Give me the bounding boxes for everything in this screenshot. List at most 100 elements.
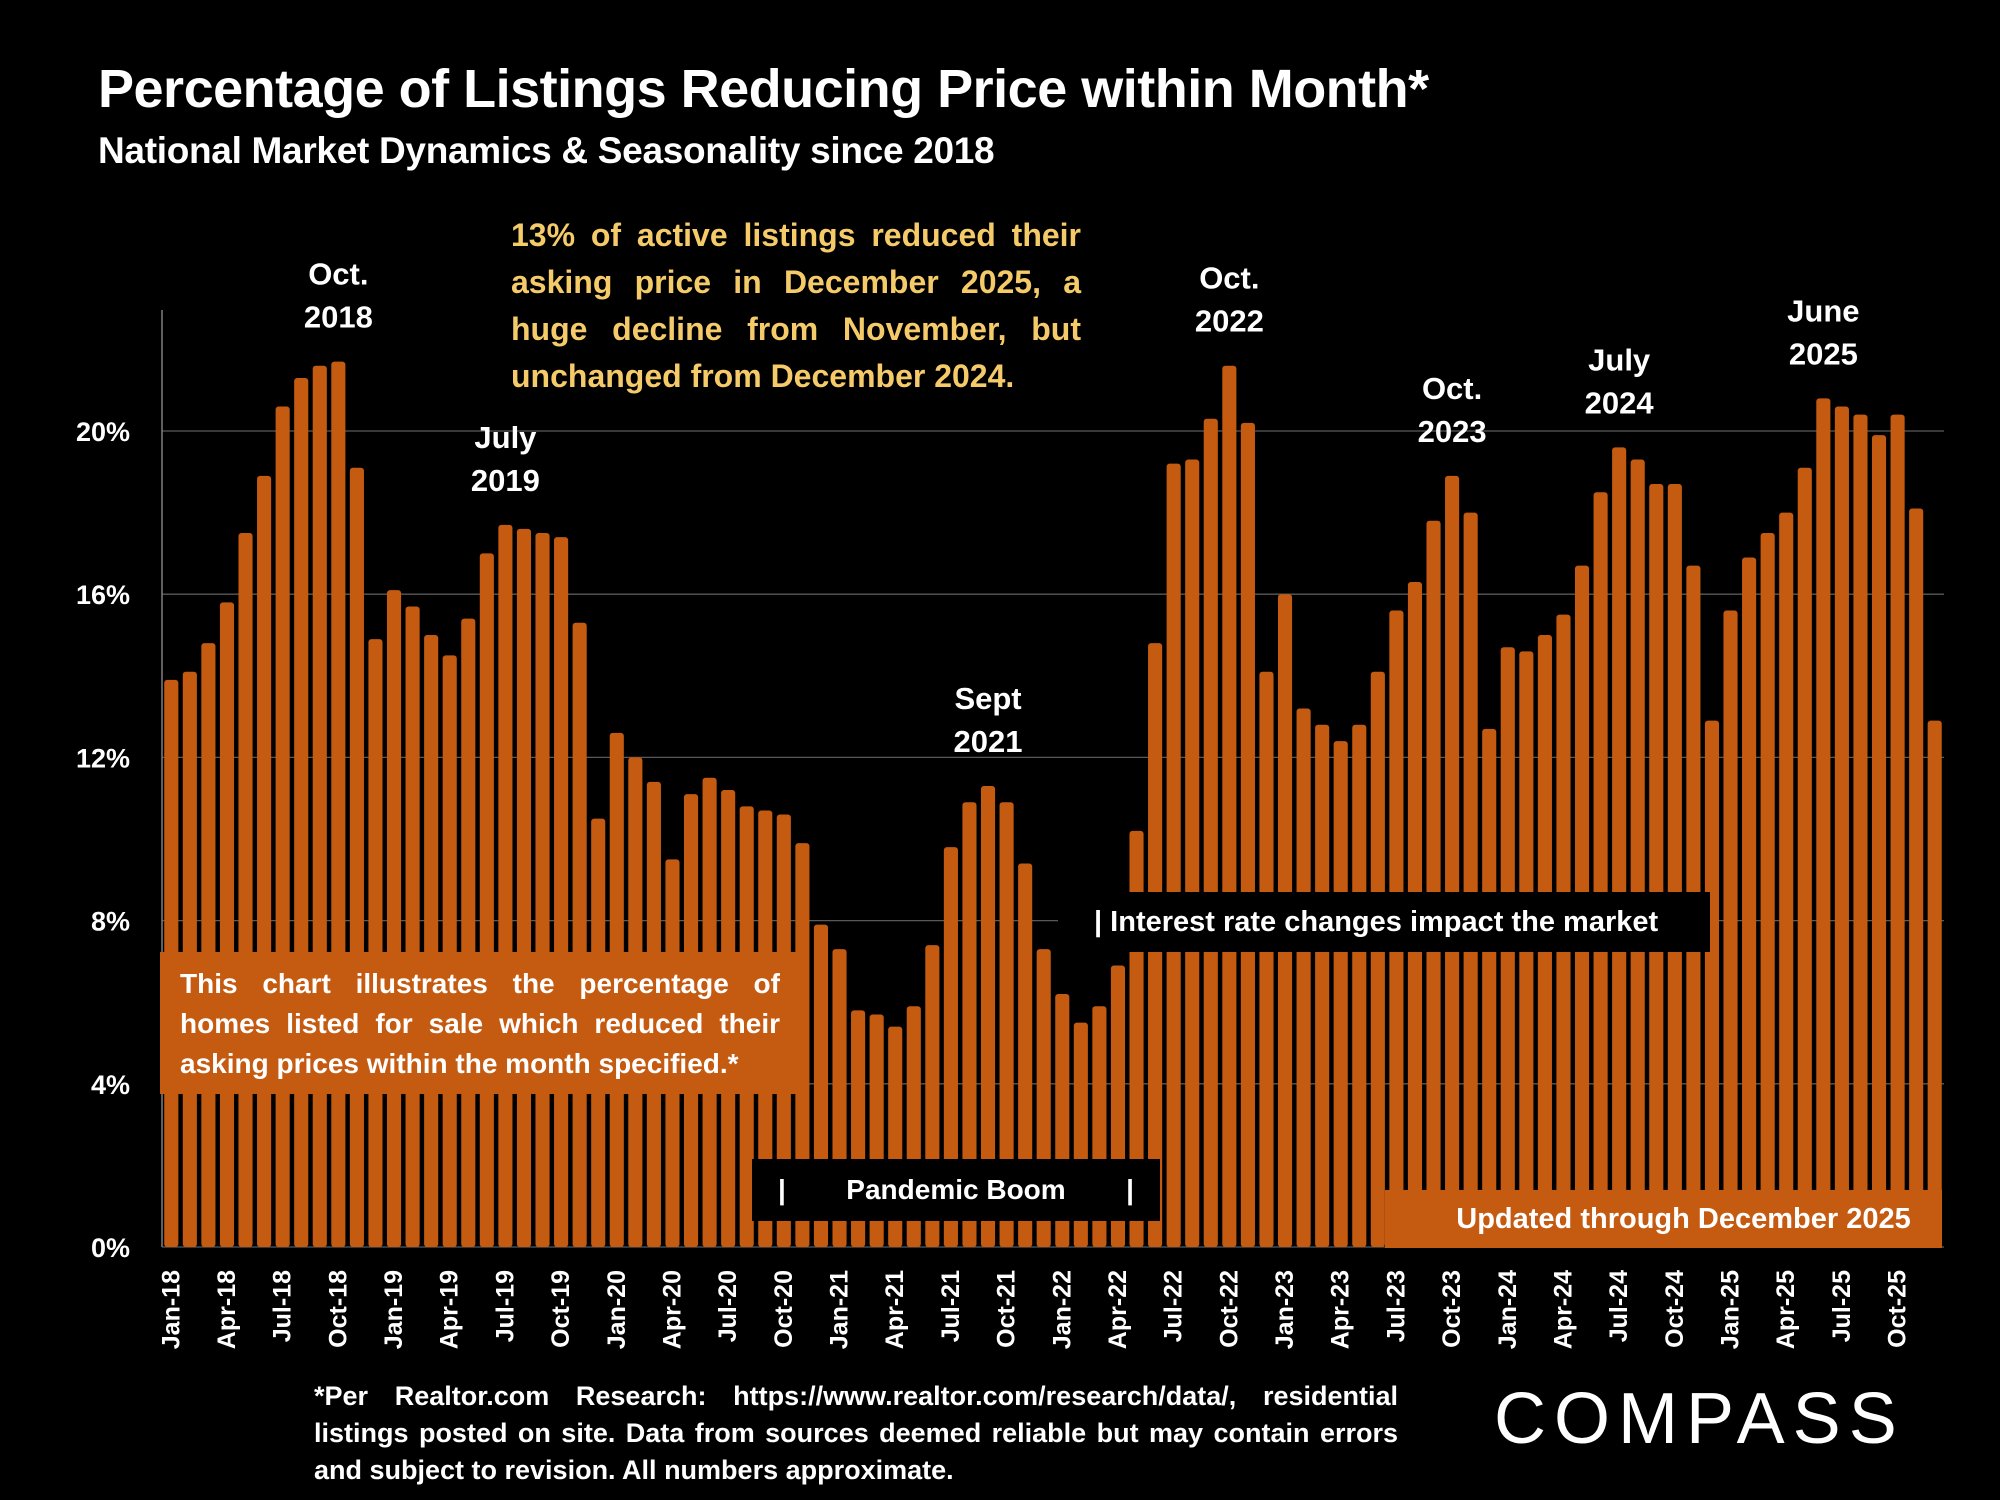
peak-annotation-month: July <box>1588 342 1651 377</box>
bar-Jun-19 <box>479 553 494 1247</box>
peak-annotation-month: Oct. <box>1199 261 1259 296</box>
bar-Nov-25 <box>1909 508 1924 1247</box>
bar-May-18 <box>238 533 253 1247</box>
x-tick-label: Apr-21 <box>881 1270 909 1349</box>
x-tick-label: Apr-23 <box>1327 1270 1355 1349</box>
chart-subtitle: National Market Dynamics & Seasonality s… <box>98 130 995 171</box>
bar-Feb-25 <box>1742 557 1757 1247</box>
bar-Oct-18 <box>331 361 346 1247</box>
x-tick-label: Jan-24 <box>1494 1270 1522 1349</box>
source-footnote: *Per Realtor.com Research: https://www.r… <box>314 1381 1398 1485</box>
x-tick-label: Jan-25 <box>1717 1270 1745 1349</box>
explanation-box: This chart illustrates the percentage of… <box>160 952 800 1094</box>
bar-Jun-18 <box>257 475 272 1247</box>
x-tick-label: Oct-18 <box>324 1270 352 1348</box>
bar-Dec-18 <box>368 639 383 1247</box>
x-tick-label: Oct-19 <box>547 1270 575 1348</box>
peak-annotation-year: 2023 <box>1418 414 1487 449</box>
bar-Jan-25 <box>1723 610 1738 1247</box>
x-tick-label: Apr-25 <box>1772 1270 1800 1349</box>
peak-annotation-month: July <box>474 420 537 455</box>
bar-Aug-24 <box>1630 459 1645 1247</box>
bar-Jul-21 <box>943 847 958 1247</box>
bar-Dec-24 <box>1704 720 1720 1247</box>
bar-Apr-23 <box>1333 741 1348 1247</box>
x-tick-label: Jul-23 <box>1382 1270 1410 1342</box>
y-tick-label: 0% <box>91 1233 130 1263</box>
bar-Aug-19 <box>516 528 532 1247</box>
pandemic-boom-label: | Pandemic Boom | <box>752 1159 1160 1221</box>
x-tick-label: Jan-23 <box>1271 1270 1299 1349</box>
y-tick-label: 16% <box>76 580 130 610</box>
x-tick-label: Jan-21 <box>826 1270 854 1349</box>
chart-title: Percentage of Listings Reducing Price wi… <box>98 59 1429 119</box>
bar-Feb-19 <box>405 606 420 1247</box>
y-axis-ticks: 0% 4% 8% 12% 16% 20% <box>76 417 130 1263</box>
bar-Dec-22 <box>1259 671 1274 1247</box>
summary-callout: 13% of active listings reduced their ask… <box>511 217 1081 394</box>
x-tick-label: Jan-20 <box>603 1270 631 1349</box>
bar-Jun-25 <box>1816 398 1831 1247</box>
peak-annotation-year: 2018 <box>304 300 373 335</box>
peak-annotation-year: 2024 <box>1585 385 1655 420</box>
bar-Aug-22 <box>1185 459 1200 1247</box>
bar-Apr-25 <box>1779 512 1794 1247</box>
bar-May-23 <box>1352 724 1367 1247</box>
pandemic-boom-text: Pandemic Boom <box>846 1174 1066 1205</box>
x-tick-label: Jul-19 <box>491 1270 519 1342</box>
bar-Sep-18 <box>312 365 327 1248</box>
x-tick-label: Jan-22 <box>1048 1270 1076 1349</box>
bar-Dec-25 <box>1927 720 1942 1247</box>
bar-Sep-19 <box>535 533 550 1247</box>
peak-annotation-month: Sept <box>954 681 1021 716</box>
x-tick-label: Oct-24 <box>1661 1270 1689 1348</box>
bar-Sep-24 <box>1649 484 1664 1247</box>
peak-annotation-year: 2022 <box>1195 304 1264 339</box>
peak-annotation-month: Oct. <box>308 257 368 292</box>
bar-Jun-24 <box>1593 492 1608 1247</box>
x-tick-label: Jul-22 <box>1160 1270 1188 1342</box>
peak-annotation-year: 2025 <box>1789 336 1858 371</box>
period-marker: | <box>1126 1174 1134 1205</box>
x-tick-label: Jul-25 <box>1828 1270 1856 1342</box>
x-tick-label: Apr-20 <box>658 1270 686 1349</box>
x-tick-label: Apr-22 <box>1104 1270 1132 1349</box>
x-tick-label: Jan-19 <box>380 1270 408 1349</box>
bar-Mar-23 <box>1315 724 1330 1247</box>
bar-Sep-22 <box>1203 418 1218 1247</box>
peak-annotation-year: 2019 <box>471 463 540 498</box>
bar-Feb-23 <box>1296 708 1311 1247</box>
bar-Nov-21 <box>1018 863 1033 1247</box>
y-tick-label: 12% <box>76 743 130 773</box>
bar-May-25 <box>1797 467 1812 1248</box>
x-tick-label: Jul-18 <box>269 1270 297 1342</box>
bars <box>164 361 1942 1248</box>
bar-Oct-25 <box>1890 414 1905 1247</box>
x-tick-label: Oct-22 <box>1215 1270 1243 1348</box>
x-tick-label: Jul-20 <box>714 1270 742 1342</box>
y-tick-label: 4% <box>91 1070 130 1100</box>
bar-Nov-20 <box>795 843 810 1247</box>
bar-Mar-18 <box>201 643 216 1247</box>
bar-Oct-23 <box>1445 475 1460 1247</box>
bar-Apr-19 <box>442 655 457 1247</box>
interest-rate-label: | Interest rate changes impact the marke… <box>1058 892 1710 952</box>
period-marker: | <box>778 1174 786 1205</box>
bar-Nov-22 <box>1240 422 1255 1248</box>
y-tick-label: 20% <box>76 417 130 447</box>
peak-annotations: Oct. 2018 July 2019 Sept 2021 Oct. 2022 Oct. 2023… <box>304 257 1860 759</box>
bar-Sep-23 <box>1426 520 1441 1247</box>
bar-Jul-22 <box>1166 463 1181 1247</box>
bar-Jan-19 <box>386 590 402 1247</box>
bar-Nov-23 <box>1463 512 1478 1247</box>
bar-Apr-18 <box>219 602 235 1247</box>
bar-Aug-21 <box>962 802 977 1247</box>
bar-Aug-18 <box>294 377 309 1248</box>
bar-Jun-23 <box>1370 671 1385 1247</box>
bar-May-19 <box>461 618 476 1247</box>
y-tick-label: 8% <box>91 907 130 937</box>
bar-Jul-18 <box>275 406 290 1247</box>
x-tick-label: Apr-24 <box>1549 1270 1577 1349</box>
x-tick-label: Jan-18 <box>157 1270 185 1349</box>
bar-Oct-24 <box>1667 484 1682 1247</box>
